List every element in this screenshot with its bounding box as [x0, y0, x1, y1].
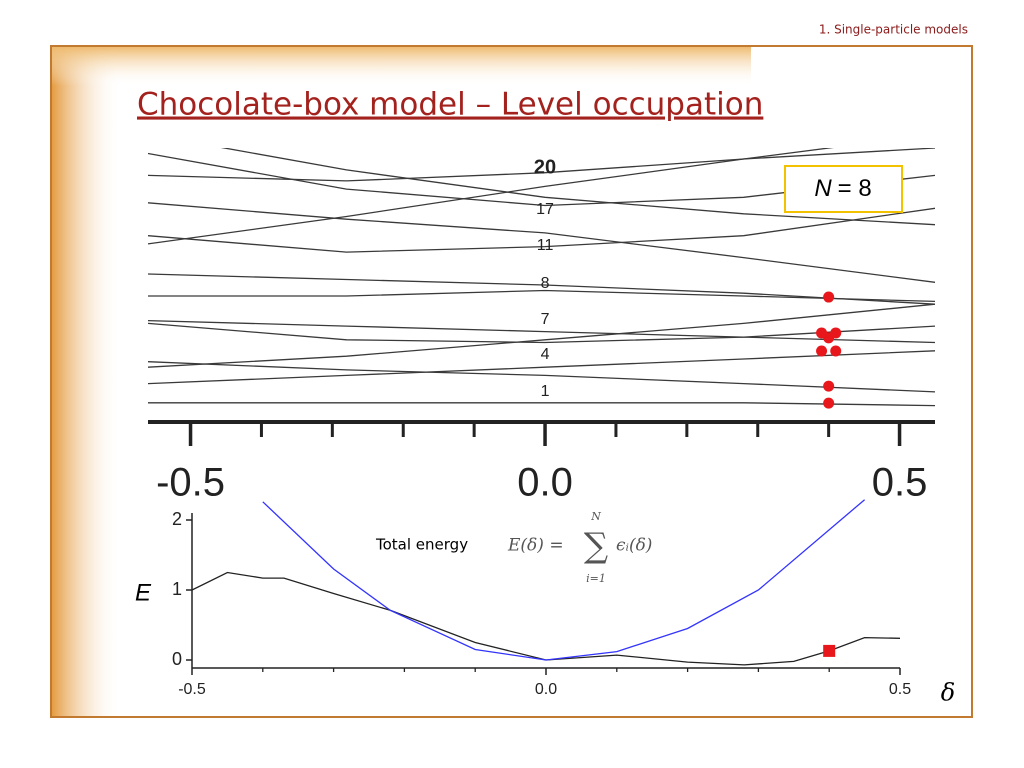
level-curve	[148, 402, 935, 407]
x-tick-label: 0.5	[889, 681, 911, 698]
occupied-level	[830, 345, 842, 357]
frame-shade	[51, 46, 121, 716]
level-label: 11	[537, 237, 554, 254]
formula-rhs: ϵᵢ(δ)	[616, 536, 652, 556]
x-tick-label: -0.5	[178, 681, 206, 698]
formula-lower: i=1	[586, 572, 606, 585]
energy-chart: 0 1 2 -0.5 0.0 0.5 Eδ Total energy E(δ) = ∑ Ni=1 ϵᵢ…	[135, 499, 955, 707]
level-label: 7	[541, 311, 550, 328]
annotation: Total energy	[375, 536, 468, 554]
y-tick-label: 0	[172, 649, 182, 669]
level-curve	[148, 289, 935, 303]
occupied-level	[823, 380, 835, 392]
x-tick-label: 0.0	[535, 681, 557, 698]
frame-shade	[51, 46, 751, 86]
level-curve	[148, 319, 935, 344]
level-curve	[148, 303, 935, 368]
level-label: 1	[541, 383, 550, 400]
level-curve	[148, 322, 935, 344]
level-curve	[148, 148, 935, 182]
n-variable: N	[814, 175, 832, 202]
x-tick-label: -0.5	[156, 461, 225, 505]
formula-upper: N	[590, 510, 601, 523]
occupied-level	[823, 291, 835, 303]
current-energy	[823, 644, 836, 657]
slide-title: Chocolate-box model – Level occupation	[137, 87, 763, 123]
level-curve	[148, 207, 935, 253]
x-tick-label: 0.0	[517, 461, 573, 505]
y-tick-label: 1	[172, 579, 182, 599]
x-tick-label: 0.5	[872, 461, 928, 505]
level-label: 4	[541, 346, 550, 363]
level-label: 20	[534, 156, 556, 178]
level-curve	[148, 350, 935, 385]
levels-chart: 1 4 7 8 11 17 20 N = 8 -0.5 0.0 0.5	[148, 148, 935, 505]
occupied-level	[823, 397, 835, 409]
level-curve	[220, 148, 935, 226]
section-header: 1. Single-particle models	[819, 23, 968, 37]
energy-curve	[192, 571, 900, 666]
slide-frame	[50, 45, 973, 718]
occupied-level	[830, 327, 842, 339]
y-tick-label: 2	[172, 509, 182, 529]
level-curve	[148, 361, 935, 393]
formula-lhs: E(δ) =	[507, 536, 564, 556]
plot-area	[148, 148, 935, 407]
level-label: 17	[536, 201, 554, 218]
plot-area	[192, 499, 900, 666]
level-curve	[148, 148, 834, 245]
occupied-level	[816, 327, 828, 339]
occupied-level	[816, 345, 828, 357]
level-curve	[148, 202, 935, 283]
formula-operator: ∑	[584, 526, 608, 566]
x-axis-label: δ	[941, 679, 955, 707]
n-box-label: N = 8	[814, 175, 871, 202]
level-label: 8	[541, 275, 550, 292]
n-value: = 8	[838, 175, 872, 202]
y-axis-label: E	[135, 579, 152, 606]
energy-curve	[262, 499, 866, 661]
n-box	[784, 165, 903, 213]
level-curve	[148, 273, 935, 305]
